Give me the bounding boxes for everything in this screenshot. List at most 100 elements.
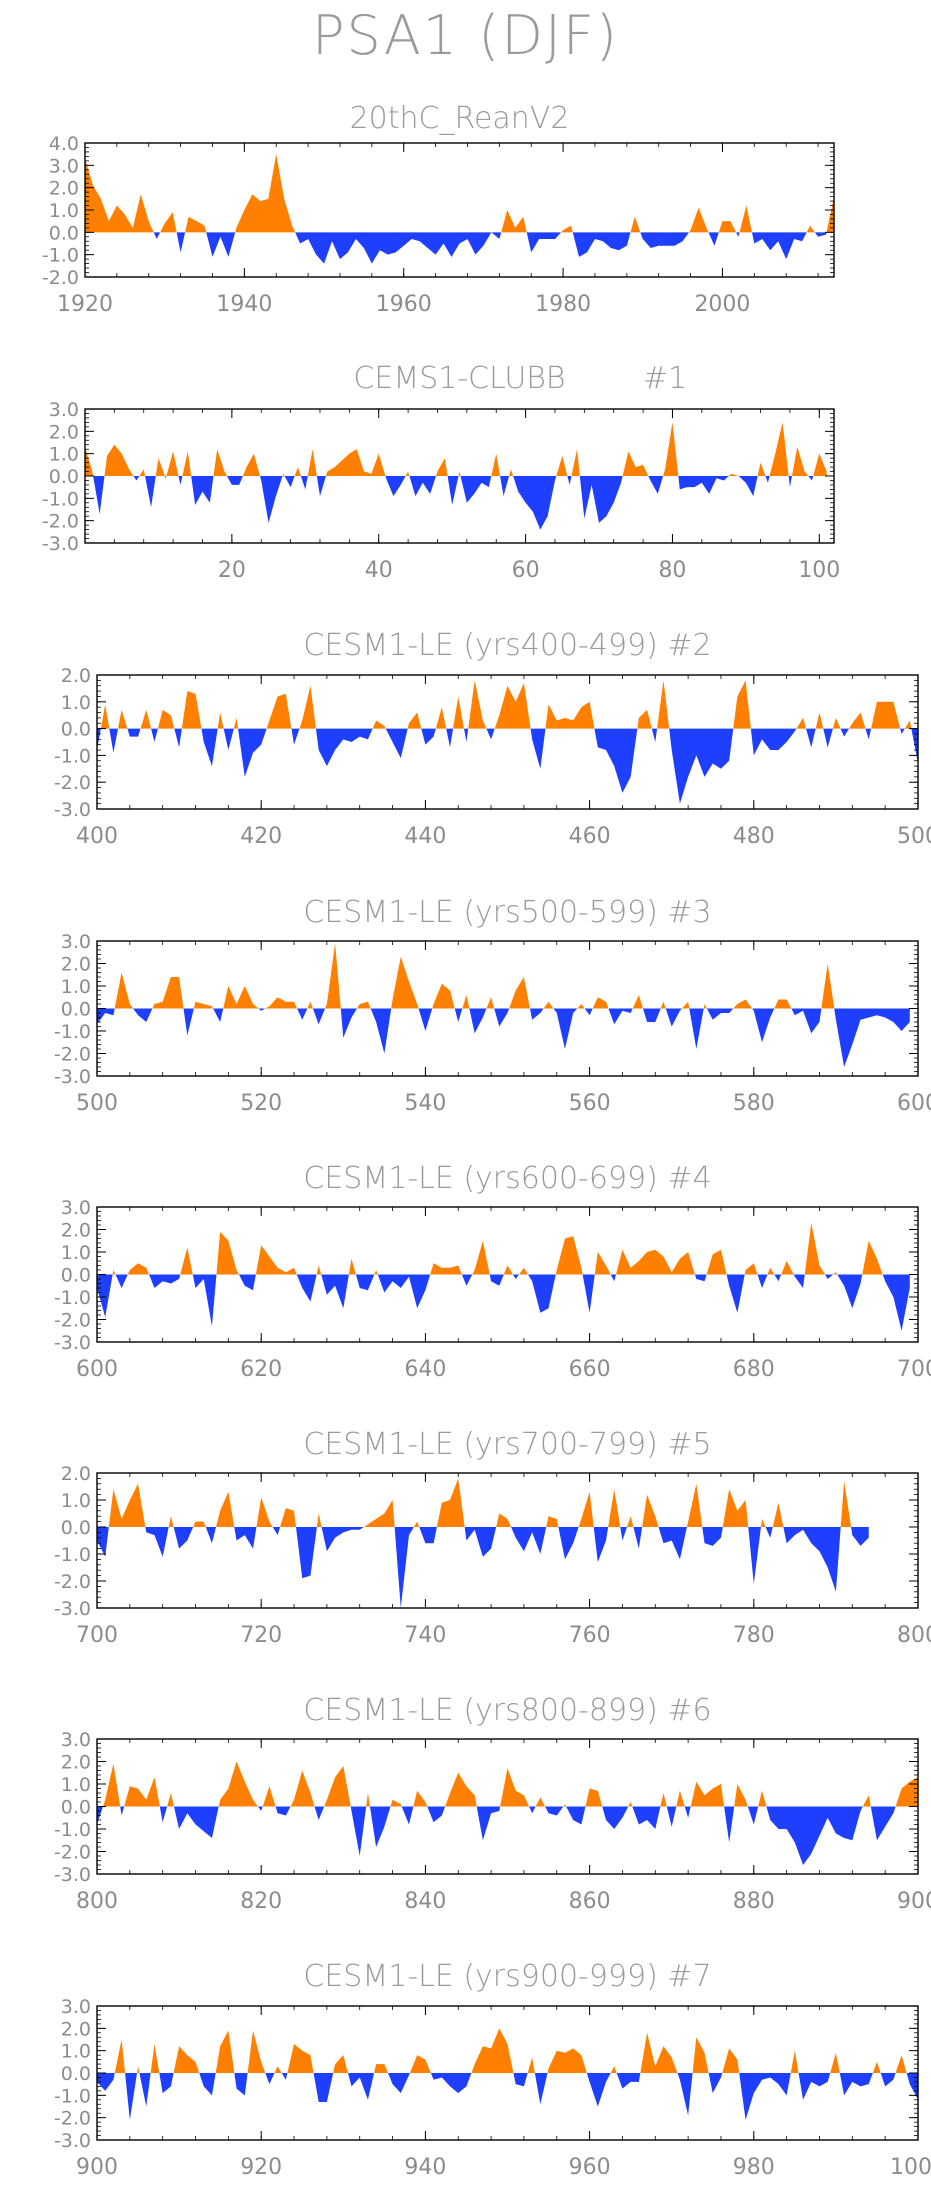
chart-0: 20thC_ReanV2 4.03.02.01.00.0-1.0-2.0 1920 1… (42, 101, 835, 317)
x-tick-label: 1000 (890, 2155, 931, 2180)
y-tick-label: -1.0 (54, 1287, 91, 1309)
y-tick-label: 1.0 (61, 1490, 91, 1512)
y-tick-label: -3.0 (42, 533, 79, 555)
y-tick-label: -1.0 (54, 745, 91, 767)
chart-1: CEMS1-CLUBB #1 3.02.01.00.0-1.0-2.0-3.0 20 4… (42, 361, 840, 583)
chart-4: CESM1-LE (yrs600-699) #4 3.02.01.00.0-1.0… (54, 1161, 931, 1382)
x-tick-label: 500 (76, 1091, 118, 1116)
x-tick-label: 920 (240, 2155, 282, 2180)
chart-title: CEMS1-CLUBB (353, 361, 565, 396)
y-tick-label: -1.0 (42, 245, 79, 267)
y-tick-label: -3.0 (54, 2130, 91, 2152)
plot-frame (96, 1472, 919, 1609)
chart-title: CESM1-LE (yrs700-799) #5 (303, 1427, 711, 1462)
y-tick-label: -2.0 (54, 1571, 91, 1593)
chart-title: CESM1-LE (yrs600-699) #4 (303, 1161, 711, 1196)
x-tick-label: 780 (733, 1623, 775, 1648)
y-tick-label: -2.0 (42, 267, 79, 289)
plot-frame (96, 674, 919, 810)
y-tick-label: 0.0 (49, 466, 79, 488)
y-tick-label: 1.0 (61, 976, 91, 998)
y-tick-label: 1.0 (61, 692, 91, 714)
x-tick-label: 480 (733, 824, 775, 849)
y-tick-label: 1.0 (49, 444, 79, 466)
y-tick-label: -1.0 (54, 1021, 91, 1043)
y-tick-label: 3.0 (49, 155, 79, 177)
x-tick-label: 1980 (535, 292, 591, 317)
x-tick-label: 840 (404, 1889, 446, 1914)
x-tick-label: 600 (897, 1091, 931, 1116)
y-tick-label: 2.0 (61, 1752, 91, 1774)
x-tick-label: 940 (404, 2155, 446, 2180)
chart-7: CESM1-LE (yrs900-999) #7 3.02.01.00.0-1.0… (54, 1959, 931, 2180)
x-tick-label: 720 (240, 1623, 282, 1648)
y-tick-label: 3.0 (61, 1729, 91, 1751)
negative-area (97, 1527, 869, 1608)
y-tick-label: -3.0 (54, 1066, 91, 1088)
y-tick-label: 3.0 (61, 931, 91, 953)
y-tick-label: 3.0 (49, 399, 79, 421)
x-tick-label: 500 (897, 824, 931, 849)
positive-area (85, 422, 827, 476)
x-tick-label: 1940 (216, 292, 272, 317)
x-tick-label: 680 (733, 1357, 775, 1382)
x-tick-label: 700 (76, 1623, 118, 1648)
negative-area (85, 476, 827, 530)
x-tick-label: 620 (240, 1357, 282, 1382)
positive-area (97, 680, 918, 729)
y-tick-label: 2.0 (49, 421, 79, 443)
negative-area (97, 1008, 910, 1067)
y-tick-label: 2.0 (61, 1220, 91, 1242)
y-tick-label: 1.0 (49, 200, 79, 222)
x-tick-label: 20 (218, 558, 246, 583)
x-tick-label: 580 (733, 1091, 775, 1116)
chart-2: CESM1-LE (yrs400-499) #2 2.0 1.0 0.0 -1.0 -2.… (54, 628, 931, 849)
y-tick-label: 2.0 (49, 178, 79, 200)
chart-5: CESM1-LE (yrs700-799) #5 2.0 1.0 0.0 -1.0 -2.… (54, 1427, 931, 1648)
x-tick-label: 80 (658, 558, 686, 583)
x-tick-label: 520 (240, 1091, 282, 1116)
y-tick-label: 0.0 (61, 2063, 91, 2085)
chart-title: CESM1-LE (yrs500-599) #3 (303, 895, 711, 930)
x-tick-label: 660 (569, 1357, 611, 1382)
y-tick-label: 3.0 (61, 1197, 91, 1219)
plot-frame (84, 142, 835, 278)
y-tick-label: 0.0 (61, 719, 91, 741)
x-tick-label: 60 (512, 558, 540, 583)
x-tick-label: 800 (897, 1623, 931, 1648)
x-tick-label: 540 (404, 1091, 446, 1116)
x-tick-label: 800 (76, 1889, 118, 1914)
y-tick-label: -2.0 (54, 1310, 91, 1332)
chart-title: CESM1-LE (yrs900-999) #7 (303, 1959, 711, 1994)
y-tick-label: 0.0 (61, 1517, 91, 1539)
positive-area (97, 1761, 918, 1807)
chart-title: CESM1-LE (yrs400-499) #2 (303, 628, 711, 663)
y-tick-label: -2.0 (54, 1044, 91, 1066)
y-tick-label: 2.0 (61, 1463, 91, 1485)
x-tick-label: 880 (733, 1889, 775, 1914)
y-tick-label: -2.0 (54, 1842, 91, 1864)
negative-area (97, 1806, 918, 1865)
y-tick-label: -3.0 (54, 1864, 91, 1886)
y-tick-label: -2.0 (42, 511, 79, 533)
y-tick-label: 0.0 (61, 1265, 91, 1287)
y-tick-label: -1.0 (54, 1819, 91, 1841)
y-tick-label: -2.0 (54, 2108, 91, 2130)
y-tick-label: -3.0 (54, 799, 91, 821)
chart-6: CESM1-LE (yrs800-899) #6 3.02.01.00.0-1.0… (54, 1693, 931, 1914)
y-tick-label: 2.0 (61, 954, 91, 976)
x-tick-label: 820 (240, 1889, 282, 1914)
x-tick-label: 740 (404, 1623, 446, 1648)
y-tick-label: 0.0 (61, 1797, 91, 1819)
main-title: PSA1 (DJF) (311, 4, 619, 67)
chart-tag: #1 (643, 361, 687, 396)
x-tick-label: 760 (569, 1623, 611, 1648)
y-tick-label: 2.0 (61, 2018, 91, 2040)
negative-area (97, 2073, 918, 2120)
positive-area (97, 2028, 918, 2073)
x-tick-label: 640 (404, 1357, 446, 1382)
y-tick-label: 3.0 (61, 1996, 91, 2018)
positive-area (97, 943, 910, 1009)
x-tick-label: 460 (569, 824, 611, 849)
x-tick-label: 700 (897, 1357, 931, 1382)
